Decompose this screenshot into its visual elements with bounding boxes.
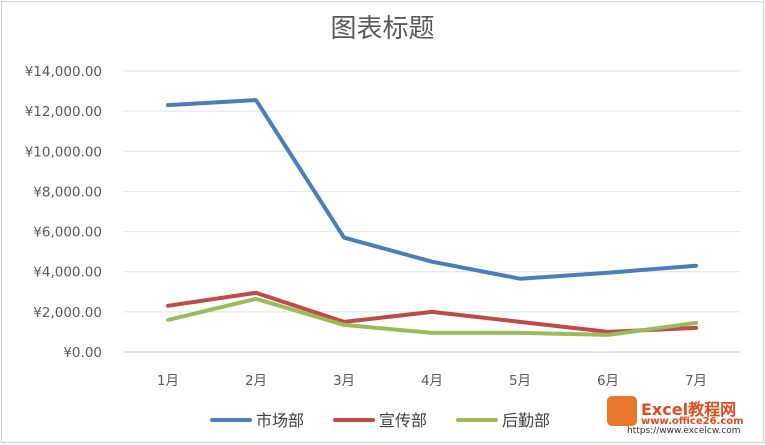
x-tick-label: 6月 <box>597 373 619 389</box>
legend-label: 市场部 <box>256 411 304 430</box>
y-tick-label: ¥8,000.00 <box>33 184 102 200</box>
y-tick-label: ¥4,000.00 <box>33 265 102 281</box>
y-tick-label: ¥0.00 <box>63 345 102 361</box>
y-tick-label: ¥10,000.00 <box>25 144 102 160</box>
x-tick-label: 7月 <box>685 373 707 389</box>
series-line <box>166 296 698 337</box>
y-tick-label: ¥14,000.00 <box>25 64 102 80</box>
x-tick-label: 5月 <box>509 373 531 389</box>
y-tick-label: ¥6,000.00 <box>33 225 102 241</box>
x-tick-label: 3月 <box>333 373 355 389</box>
watermark-url-secondary: https://www.excelcw.com <box>627 426 741 436</box>
watermark-brand: Excel教程网 <box>641 400 737 419</box>
office-logo-icon <box>607 396 637 426</box>
legend-label: 宣传部 <box>379 411 427 430</box>
y-tick-label: ¥12,000.00 <box>25 104 102 120</box>
chart-title: 图表标题 <box>330 14 435 44</box>
watermark-url: www.office26.com <box>641 416 744 427</box>
series-line <box>166 290 698 334</box>
site-watermark: Excel教程网 www.office26.com https://www.ex… <box>607 396 757 438</box>
x-tick-label: 2月 <box>245 373 267 389</box>
series-line <box>166 98 698 281</box>
x-tick-label: 1月 <box>157 373 179 389</box>
y-tick-label: ¥2,000.00 <box>33 305 102 321</box>
legend-label: 后勤部 <box>502 411 550 430</box>
x-tick-label: 4月 <box>421 373 443 389</box>
